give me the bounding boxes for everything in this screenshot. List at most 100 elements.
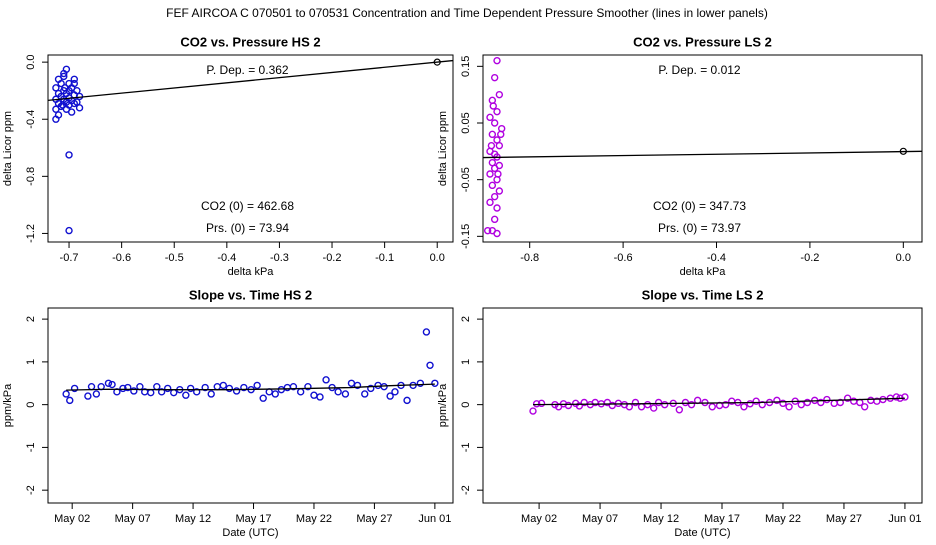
point bbox=[823, 395, 831, 404]
point bbox=[207, 390, 215, 398]
point bbox=[70, 75, 78, 83]
point bbox=[70, 79, 78, 88]
point bbox=[643, 400, 652, 409]
y-tick-label: -1 bbox=[25, 443, 37, 453]
point bbox=[316, 393, 324, 401]
point bbox=[493, 229, 501, 238]
point bbox=[490, 119, 499, 127]
y-axis-label: ppm/kPa bbox=[437, 383, 449, 427]
x-tick-label: May 07 bbox=[115, 513, 151, 525]
point bbox=[62, 390, 70, 398]
annotation: P. Dep. = 0.362 bbox=[206, 63, 289, 77]
point bbox=[489, 102, 497, 110]
point bbox=[157, 388, 166, 396]
point bbox=[130, 387, 138, 395]
point bbox=[73, 98, 81, 106]
annotation: P. Dep. = 0.012 bbox=[658, 63, 741, 77]
x-tick-label: 0.0 bbox=[896, 252, 911, 264]
point bbox=[493, 204, 501, 212]
point bbox=[752, 397, 760, 405]
point bbox=[232, 387, 241, 395]
point bbox=[322, 376, 330, 384]
point bbox=[66, 396, 74, 405]
point bbox=[486, 198, 494, 207]
x-tick-label: May 27 bbox=[356, 513, 392, 525]
point bbox=[391, 388, 399, 396]
y-tick-label: -2 bbox=[460, 485, 472, 495]
x-tick-label: May 27 bbox=[826, 513, 862, 525]
point bbox=[721, 400, 730, 409]
fit-line bbox=[482, 150, 923, 159]
point bbox=[488, 130, 497, 139]
y-axis-label: ppm/kPa bbox=[2, 383, 14, 427]
panel-title: CO2 vs. Pressure LS 2 bbox=[633, 34, 772, 49]
point bbox=[52, 115, 60, 123]
point bbox=[493, 107, 501, 116]
y-tick-label: -1.2 bbox=[25, 224, 37, 243]
point bbox=[490, 215, 499, 224]
point bbox=[70, 384, 79, 393]
pivot-point bbox=[899, 147, 907, 155]
point bbox=[746, 400, 754, 408]
x-tick-label: -0.2 bbox=[323, 252, 342, 264]
x-axis-label: delta kPa bbox=[228, 266, 275, 278]
point bbox=[486, 113, 494, 122]
panel-title: CO2 vs. Pressure HS 2 bbox=[180, 34, 320, 49]
point bbox=[708, 403, 716, 411]
plot-frame bbox=[47, 307, 454, 504]
point bbox=[422, 328, 431, 336]
figure-title: FEF AIRCOA C 070501 to 070531 Concentrat… bbox=[166, 6, 768, 20]
point bbox=[182, 391, 190, 399]
x-tick-label: -0.5 bbox=[165, 252, 184, 264]
point bbox=[271, 390, 279, 398]
point bbox=[495, 141, 504, 150]
point bbox=[486, 170, 494, 178]
x-axis-label: delta kPa bbox=[680, 266, 727, 278]
point bbox=[860, 403, 869, 411]
point bbox=[75, 104, 84, 112]
point bbox=[483, 226, 492, 235]
point bbox=[580, 398, 588, 407]
point bbox=[488, 181, 497, 190]
point bbox=[487, 141, 496, 150]
x-tick-label: -0.2 bbox=[800, 252, 819, 264]
point bbox=[201, 383, 209, 392]
plot-frame bbox=[482, 307, 923, 504]
point bbox=[361, 390, 369, 398]
point bbox=[67, 108, 76, 116]
point bbox=[219, 381, 227, 390]
x-tick-label: -0.3 bbox=[270, 252, 289, 264]
point bbox=[304, 382, 312, 391]
point bbox=[675, 406, 684, 414]
fit-line bbox=[532, 397, 905, 406]
y-tick-label: -1 bbox=[460, 443, 472, 453]
point bbox=[277, 385, 286, 394]
x-tick-label: -0.4 bbox=[217, 252, 236, 264]
point bbox=[490, 192, 499, 201]
point bbox=[740, 403, 748, 411]
x-tick-label: 0.0 bbox=[430, 252, 445, 264]
point bbox=[681, 398, 690, 407]
panel-title: Slope vs. Time LS 2 bbox=[642, 287, 764, 302]
point bbox=[654, 398, 663, 407]
y-axis-label: delta Licor ppm bbox=[437, 111, 449, 186]
point bbox=[490, 164, 499, 173]
y-tick-label: 0.15 bbox=[460, 56, 472, 77]
point bbox=[61, 84, 69, 92]
point bbox=[608, 401, 616, 410]
x-tick-label: May 17 bbox=[235, 513, 271, 525]
annotation: Prs. (0) = 73.97 bbox=[658, 221, 741, 235]
point bbox=[289, 382, 298, 391]
point bbox=[108, 380, 116, 389]
point bbox=[52, 84, 60, 92]
pivot-point bbox=[433, 58, 441, 66]
point bbox=[57, 79, 65, 88]
point bbox=[529, 407, 537, 415]
y-tick-label: -0.4 bbox=[25, 110, 37, 129]
point bbox=[537, 399, 546, 408]
point bbox=[660, 400, 669, 409]
point bbox=[84, 392, 92, 400]
point bbox=[65, 151, 73, 159]
x-tick-label: May 12 bbox=[175, 513, 211, 525]
y-tick-label: 0.0 bbox=[25, 54, 37, 69]
